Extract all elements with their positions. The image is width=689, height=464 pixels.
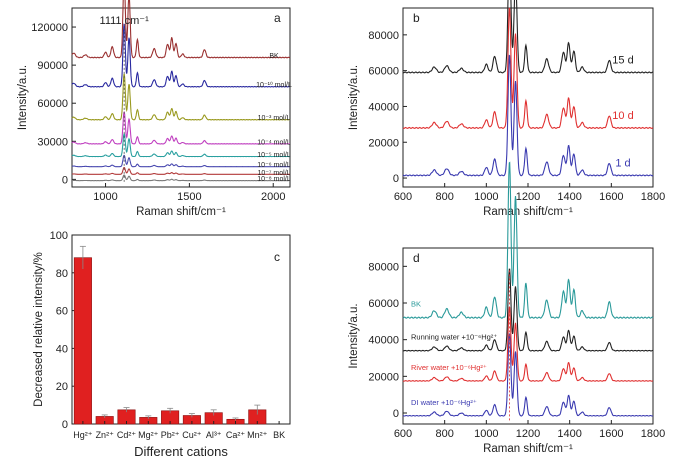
panel-b-ytick-label: 0: [393, 173, 399, 185]
panel-b-series-line: [403, 0, 653, 74]
panel-a-series-line: [71, 73, 291, 121]
panel-d-series-label: DI water +10⁻⁶Hg²⁺: [411, 398, 477, 407]
panel-d-series-line: [402, 333, 654, 417]
panel-a-xtick-label: 1000: [93, 191, 117, 203]
panel-a-series-line: [71, 154, 290, 168]
panel-d-xtick-label: 1800: [641, 428, 665, 440]
panel-c-ytick-label: 20: [56, 381, 68, 393]
panel-c-category-label: Zn²⁺: [96, 430, 115, 440]
panel-b-xtick-label: 600: [394, 191, 412, 203]
panel-b-xtick-label: 1800: [641, 191, 665, 203]
panel-b: 600 800 1000 1200 1400 1600 1800 0 20000 40000 600…: [348, 0, 665, 218]
panel-b-series-label: 1 d: [615, 157, 630, 169]
panel-a-xtick-label: 2000: [261, 191, 285, 203]
panel-a-series-line: [72, 174, 290, 182]
panel-d-xtick-label: 1600: [599, 428, 623, 440]
panel-d-xtick-label: 1400: [557, 428, 581, 440]
panel-a-letter: a: [274, 11, 281, 25]
panel-b-ytick-label: 60000: [368, 66, 399, 78]
panel-b-xtick-label: 1400: [557, 191, 581, 203]
panel-a-series-line: [71, 0, 291, 59]
panel-c-bar: [73, 257, 92, 425]
panel-c-letter: c: [274, 250, 280, 264]
panel-c-category-label: BK: [273, 430, 285, 440]
panel-b-series-label: 15 d: [612, 54, 633, 66]
panel-a-xlabel: Raman shift/cm⁻¹: [136, 206, 226, 218]
panel-b-series-line: [402, 7, 654, 129]
panel-a-ytick-label: 120000: [31, 22, 68, 34]
panel-a-series-line: [71, 133, 290, 158]
panel-a-series-label: 10⁻⁴ mol/L: [257, 139, 291, 146]
panel-d-series-label: BK: [411, 300, 421, 309]
panel-c-ylabel: Decreased relative intensity/%: [33, 252, 45, 407]
panel-b-xtick-label: 1600: [599, 191, 623, 203]
panel-a-ytick-label: 60000: [37, 98, 68, 110]
panel-d-ylabel: Intensity/a.u.: [348, 303, 360, 368]
panel-b-ytick-label: 80000: [368, 30, 399, 42]
panel-a: 1000 1500 2000 0 30000 60000 90000 120000 Raman …: [17, 0, 292, 218]
panel-d-letter: d: [413, 251, 420, 265]
panel-d-ytick-label: 0: [393, 408, 399, 420]
panel-a-series-line: [71, 111, 290, 145]
panel-a-series-line: [71, 166, 290, 175]
panel-c-category-label: Cu²⁺: [182, 430, 202, 440]
panel-d-series-label: River water +10⁻⁶Hg²⁺: [411, 363, 487, 372]
panel-d-ytick-label: 80000: [368, 261, 399, 273]
panel-b-xlabel: Raman shift/cm⁻¹: [483, 206, 573, 218]
panel-b-ytick-label: 40000: [368, 101, 399, 113]
panel-d-xtick-label: 1200: [516, 428, 540, 440]
panel-c-category-label: Pb²⁺: [161, 430, 180, 440]
panel-a-xtick-label: 1500: [177, 191, 201, 203]
panel-b-ylabel: Intensity/a.u.: [348, 65, 360, 130]
panel-a-ylabel: Intensity/a.u.: [17, 65, 29, 130]
panel-c-category-label: Mg²⁺: [138, 430, 158, 440]
panel-a-ytick-label: 30000: [37, 136, 68, 148]
panel-d-ytick-label: 40000: [368, 335, 399, 347]
panel-c-category-label: Cd²⁺: [117, 430, 137, 440]
panel-d-xtick-label: 800: [435, 428, 453, 440]
panel-a-series-label: 10⁻³ mol/L: [258, 115, 291, 122]
panel-c-ytick-label: 80: [56, 268, 68, 280]
panel-a-series-label: 10⁻⁸ mol/L: [257, 176, 291, 183]
panel-b-series-label: 10 d: [612, 110, 633, 122]
panel-d-series-line: [402, 161, 654, 319]
panel-a-ytick-label: 90000: [37, 60, 68, 72]
panel-c: 0 20 40 60 80 100 Hg²⁺ Zn²⁺ Cd²⁺ Mg²⁺ Pb²⁺ Cu²⁺ Al³⁺…: [33, 230, 291, 459]
panel-a-series-label: BK: [269, 53, 279, 60]
panel-c-category-label: Al³⁺: [206, 430, 222, 440]
panel-a-series-label: 10⁻¹⁰ mol/L: [256, 81, 292, 89]
panel-c-ytick-label: 60: [56, 306, 68, 318]
panel-a-series-label: 10⁻⁶ mol/L: [257, 162, 291, 169]
panel-d-xtick-label: 600: [394, 428, 412, 440]
panel-b-xtick-label: 1000: [474, 191, 498, 203]
panel-d-series-line: [402, 306, 654, 382]
panel-a-series-line: [71, 23, 291, 88]
panel-c-category-label: Hg²⁺: [73, 430, 93, 440]
panel-d-xtick-label: 1000: [474, 428, 498, 440]
panel-c-ytick-label: 100: [50, 230, 68, 242]
panel-d-series-line: [403, 268, 653, 352]
panel-a-series-label: 10⁻⁵ mol/L: [257, 152, 291, 159]
panel-a-series-label: 10⁻⁷ mol/L: [257, 170, 290, 177]
panel-b-xtick-label: 800: [435, 191, 453, 203]
panel-c-ytick-label: 40: [56, 343, 68, 355]
panel-b-ytick-label: 20000: [368, 137, 399, 149]
panel-a-frame: [71, 7, 291, 188]
panel-d-ytick-label: 60000: [368, 298, 399, 310]
panel-d-ytick-label: 20000: [368, 371, 399, 383]
panel-c-category-label: Ca²⁺: [226, 430, 246, 440]
panel-b-letter: b: [413, 11, 420, 25]
panel-a-ytick-label: 0: [62, 174, 68, 186]
panel-c-ytick-label: 0: [62, 419, 68, 431]
panel-a-annotation: 1111 cm⁻¹: [100, 15, 150, 27]
panel-d-xlabel: Raman shift/cm⁻¹: [483, 443, 573, 455]
panel-d-series-label: Running water +10⁻⁶Hg²⁺: [411, 333, 497, 342]
panel-b-series-line: [402, 54, 654, 177]
panel-c-frame: [71, 234, 291, 425]
panel-c-category-label: Mn²⁺: [247, 430, 267, 440]
panel-d: 600 800 1000 1200 1400 1600 1800 0 20000 40000 600…: [348, 161, 665, 455]
panel-b-xtick-label: 1200: [516, 191, 540, 203]
panel-c-xlabel: Different cations: [134, 444, 228, 459]
